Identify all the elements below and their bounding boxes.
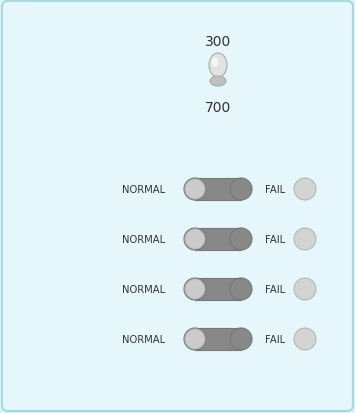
Ellipse shape <box>184 228 206 250</box>
Text: FAIL: FAIL <box>265 235 285 244</box>
Ellipse shape <box>184 328 206 350</box>
Ellipse shape <box>209 54 227 78</box>
Text: FAIL: FAIL <box>265 334 285 344</box>
Text: FAIL: FAIL <box>265 185 285 195</box>
Bar <box>195 228 241 250</box>
Circle shape <box>294 278 316 300</box>
Circle shape <box>294 328 316 350</box>
Text: NORMAL: NORMAL <box>122 185 165 195</box>
Circle shape <box>185 179 205 199</box>
Text: NORMAL: NORMAL <box>122 235 165 244</box>
Circle shape <box>185 329 205 349</box>
Ellipse shape <box>212 58 218 68</box>
Circle shape <box>185 229 205 249</box>
Ellipse shape <box>210 77 226 87</box>
Circle shape <box>294 228 316 250</box>
Text: NORMAL: NORMAL <box>122 334 165 344</box>
Circle shape <box>185 279 205 299</box>
Ellipse shape <box>230 178 252 201</box>
Bar <box>195 328 241 350</box>
Bar <box>195 178 241 201</box>
Text: FAIL: FAIL <box>265 284 285 294</box>
Text: 700: 700 <box>205 101 231 115</box>
Ellipse shape <box>184 178 206 201</box>
Text: 300: 300 <box>205 35 231 49</box>
Ellipse shape <box>230 228 252 250</box>
Ellipse shape <box>230 328 252 350</box>
Ellipse shape <box>184 278 206 300</box>
Bar <box>195 278 241 300</box>
FancyBboxPatch shape <box>2 2 353 411</box>
Text: NORMAL: NORMAL <box>122 284 165 294</box>
Circle shape <box>294 178 316 201</box>
Ellipse shape <box>230 278 252 300</box>
